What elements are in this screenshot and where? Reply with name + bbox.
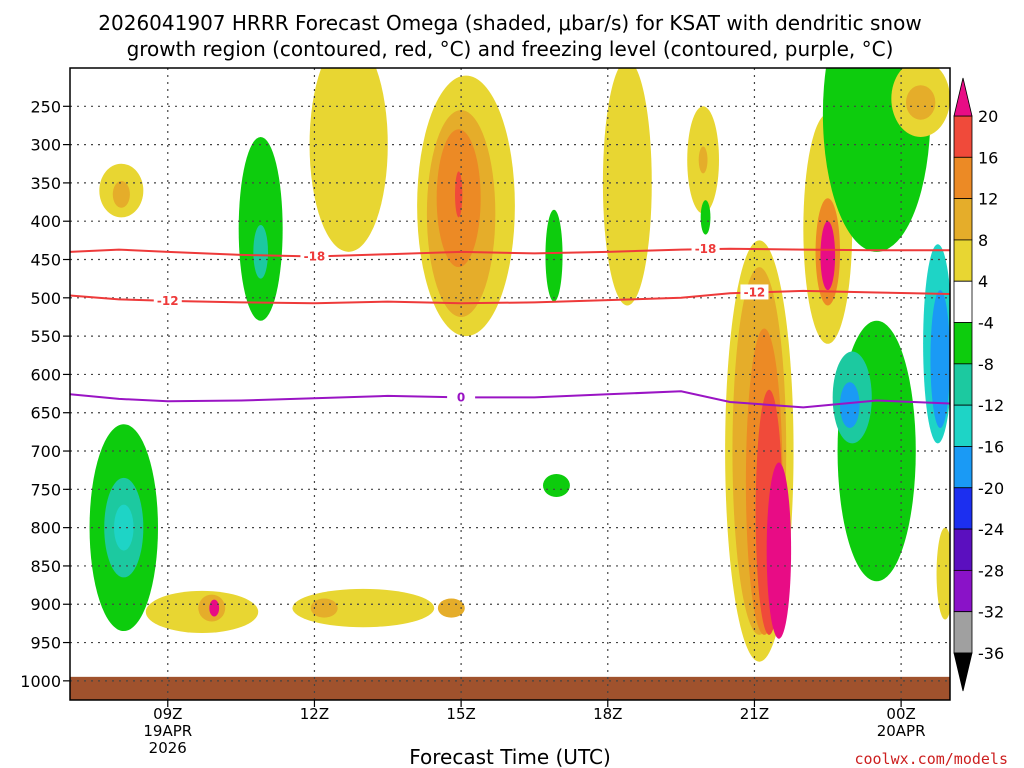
omega-cell-40	[906, 85, 936, 120]
colorbar-label--24: -24	[978, 520, 1004, 539]
omega-cell-9	[698, 146, 708, 174]
omega-cell-31	[820, 221, 836, 291]
contour-line-0	[70, 390, 950, 409]
contour-line--18	[70, 247, 950, 258]
contour-label-bg	[691, 241, 720, 257]
ytick-label-800: 800	[30, 519, 61, 538]
y-axis: 250 300 350 400 450 500 550 600 650 700 750 800 850 9…	[20, 97, 70, 691]
colorbar-label--16: -16	[978, 437, 1004, 456]
omega-cell-35	[840, 382, 860, 429]
colorbar-swatch-4	[953, 280, 973, 323]
xtick-label-15Z: 15Z	[446, 705, 475, 723]
omega-cell-23	[543, 474, 570, 497]
omega-cell-12	[209, 599, 220, 617]
terrain-surface	[70, 676, 950, 700]
ytick-label-300: 300	[30, 136, 61, 155]
colorbar-label-20: 20	[978, 107, 998, 126]
xtick-label-12Z: 12Z	[300, 705, 329, 723]
ytick-label-450: 450	[30, 251, 61, 270]
gridlines	[70, 68, 950, 700]
colorbar-swatch-1	[953, 156, 973, 200]
colorbar-swatch-11	[953, 569, 973, 613]
omega-cell-14	[310, 598, 338, 618]
xtick-label-21Z: 21Z	[740, 705, 769, 723]
omega-cell-1	[112, 180, 130, 208]
omega-cell-15	[437, 598, 465, 618]
colorbar-swatch-5	[953, 322, 973, 365]
ytick-label-550: 550	[30, 327, 61, 346]
ytick-label-950: 950	[30, 634, 61, 653]
omega-cell-18	[114, 504, 134, 551]
colorbar-swatch-10	[953, 528, 973, 571]
ytick-label-250: 250	[30, 97, 61, 116]
colorbar-swatch-6	[953, 363, 973, 406]
omega-cell-38	[936, 527, 950, 620]
contour-label-bg	[153, 292, 182, 308]
x-axis-label: Forecast Time (UTC)	[409, 745, 611, 768]
contour-label-bg	[447, 389, 476, 405]
omega-shading	[89, 68, 950, 662]
colorbar-label--20: -20	[978, 479, 1004, 498]
ytick-label-700: 700	[30, 442, 61, 461]
colorbar-bottom-arrow	[953, 652, 973, 692]
chart-title-line1: 2026041907 HRRR Forecast Omega (shaded, …	[98, 11, 921, 35]
xtick-year-09Z: 2026	[149, 739, 187, 757]
xtick-date-09Z: 19APR	[143, 722, 192, 740]
colorbar-swatch-3	[953, 239, 973, 282]
omega-cell-20	[253, 225, 268, 279]
omega-cell-13	[292, 588, 435, 628]
xtick-label-00Z: 00Z	[886, 705, 915, 723]
contour-label-bg	[740, 284, 769, 300]
ytick-label-850: 850	[30, 557, 61, 576]
colorbar-label--12: -12	[978, 396, 1004, 415]
colorbar-swatch-8	[953, 446, 973, 489]
plot-frame	[69, 67, 951, 701]
xtick-label-18Z: 18Z	[593, 705, 622, 723]
ytick-label-650: 650	[30, 404, 61, 423]
colorbar-label--36: -36	[978, 644, 1004, 663]
temperature-contours: -18 -18 -12 -12 0	[70, 241, 950, 409]
omega-cell-7	[602, 68, 652, 306]
colorbar-label-4: 4	[978, 272, 988, 291]
omega-cell-37	[930, 290, 950, 429]
ytick-label-900: 900	[30, 595, 61, 614]
contour-label--18-0: -18	[304, 249, 326, 263]
omega-cell-28	[766, 462, 792, 639]
ytick-label-1000: 1000	[20, 672, 61, 691]
colorbar-swatch-9	[953, 487, 973, 530]
contour-label--18-1: -18	[695, 242, 717, 256]
colorbar-label--32: -32	[978, 603, 1004, 622]
surface-layer	[70, 676, 950, 700]
colorbar: 20 16 12 8 4 -4 -8 -12 -16 -20 -24 -28 -32 -36	[953, 77, 1004, 692]
xtick-date-00Z: 20APR	[877, 722, 926, 740]
colorbar-label--8: -8	[978, 355, 994, 374]
credit-text: coolwx.com/models	[854, 750, 1008, 768]
ytick-label-350: 350	[30, 174, 61, 193]
colorbar-label-16: 16	[978, 148, 998, 167]
ytick-label-400: 400	[30, 212, 61, 231]
colorbar-top-arrow	[953, 77, 973, 117]
colorbar-label-8: 8	[978, 231, 988, 250]
colorbar-swatch-7	[953, 404, 973, 447]
ytick-label-600: 600	[30, 365, 61, 384]
colorbar-label-12: 12	[978, 190, 998, 209]
colorbar-swatch-2	[953, 198, 973, 241]
colorbar-label--28: -28	[978, 561, 1004, 580]
contour-label-bg	[300, 248, 329, 264]
ytick-label-500: 500	[30, 289, 61, 308]
xtick-label-09Z: 09Z	[153, 705, 182, 723]
chart-title-line2: growth region (contoured, red, °C) and f…	[127, 37, 894, 61]
colorbar-label--4: -4	[978, 314, 994, 333]
omega-cell-2	[309, 68, 388, 252]
ytick-label-750: 750	[30, 480, 61, 499]
omega-cell-22	[700, 200, 711, 235]
contour-label--12-0: -12	[157, 294, 179, 308]
contour-label-0-0: 0	[457, 390, 465, 404]
contour-label--12-1: -12	[744, 285, 766, 299]
colorbar-swatch-12	[953, 611, 973, 654]
colorbar-swatch-0	[953, 115, 973, 158]
omega-cell-21	[545, 209, 563, 302]
